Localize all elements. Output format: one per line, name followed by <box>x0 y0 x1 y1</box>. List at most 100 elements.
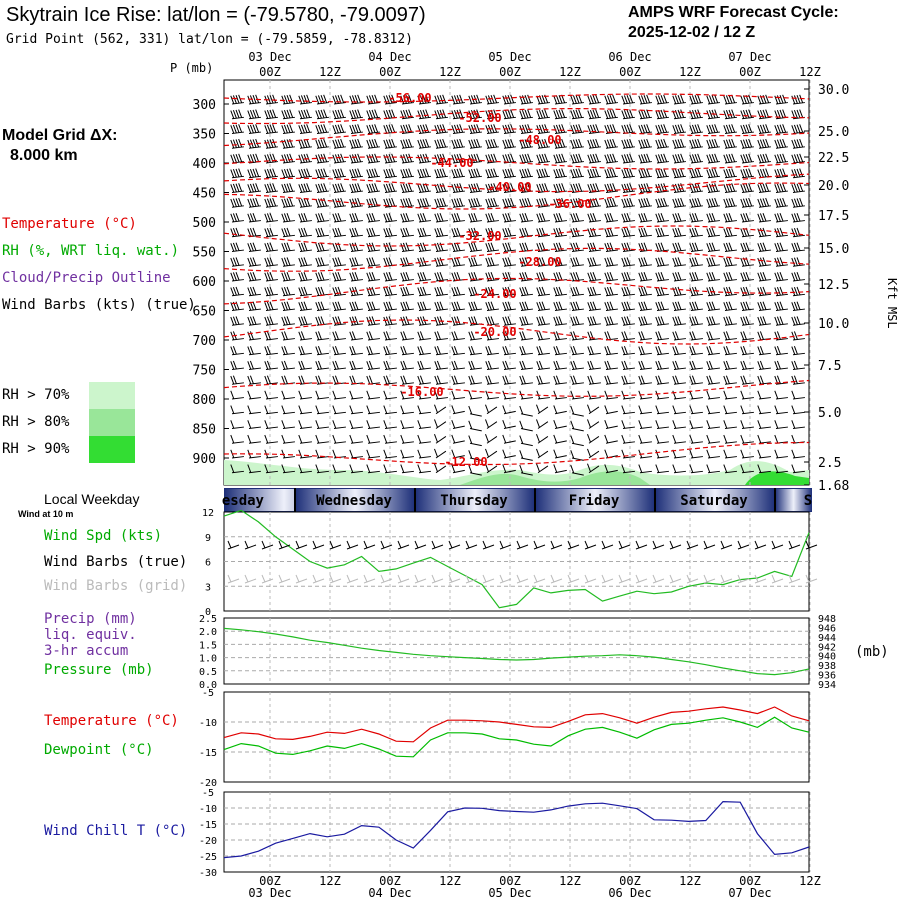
wind-barb <box>553 168 567 179</box>
wind-barb <box>723 271 737 282</box>
wind-barb <box>264 360 278 370</box>
wind-barb <box>604 94 618 105</box>
wind-barb <box>519 271 533 282</box>
wind-barb <box>621 109 635 120</box>
wind-barb <box>502 197 516 208</box>
legend-rh80-label: RH > 80% <box>2 414 70 430</box>
wind-barb <box>298 316 312 326</box>
wind-barb <box>298 138 312 149</box>
wind-barb <box>366 242 380 252</box>
wind-barb <box>604 183 618 193</box>
wind-barb <box>247 286 261 297</box>
wind-barb <box>281 227 295 238</box>
wind-barb <box>468 464 482 476</box>
wind-barb <box>519 420 533 432</box>
surface-wind-barb <box>448 540 461 550</box>
wind-barb <box>247 420 261 429</box>
wind-barb <box>485 463 498 474</box>
wind-barb <box>723 301 737 311</box>
wind-barb <box>553 346 567 356</box>
wind-barb <box>706 197 720 208</box>
wind-barb <box>281 434 295 444</box>
wind-barb <box>706 227 720 238</box>
wind-barb <box>774 346 788 356</box>
wind-barb <box>383 109 397 120</box>
wind-barb <box>570 360 584 370</box>
wind-barb <box>774 301 788 311</box>
wind-barb <box>400 434 414 444</box>
wind-barb <box>570 153 584 164</box>
wind-barb <box>638 301 652 311</box>
wind-barb <box>400 360 414 370</box>
wind-barb <box>791 420 805 429</box>
wind-barb <box>366 94 380 105</box>
wind-barb <box>740 212 754 223</box>
wind-barb <box>757 242 771 252</box>
wind-barb <box>332 301 346 311</box>
wind-barb <box>400 227 414 238</box>
local-weekday-label: Local Weekday <box>44 491 140 507</box>
grid-point-subtitle: Grid Point (562, 331) lat/lon = (-79.585… <box>6 32 413 47</box>
kft-tick-label: 25.0 <box>818 125 849 140</box>
wind-barb <box>570 301 584 311</box>
wind-barb <box>383 94 397 105</box>
wind-barb <box>774 227 788 238</box>
wind-barb <box>298 227 312 238</box>
wind-barb <box>400 153 414 164</box>
wind-barb <box>468 242 482 252</box>
temperature-contour <box>223 379 810 397</box>
wind-barb <box>298 331 312 341</box>
wind-barb <box>417 286 431 297</box>
wind-barb <box>485 227 499 238</box>
wind-barb <box>400 449 414 459</box>
wind-chill-panel: -5 -10 -15 -20 -25 -30 <box>199 788 811 879</box>
grid-wind-barb <box>346 574 359 584</box>
wind-barb <box>791 316 805 326</box>
wind-barb <box>349 94 363 105</box>
wind-barb <box>706 390 720 400</box>
wind-barb <box>502 227 516 238</box>
grid-wind-barb <box>465 574 478 584</box>
wind-barb <box>366 257 380 267</box>
wind-barb <box>655 420 669 429</box>
temperature-contour-label: -16.00 <box>400 385 443 399</box>
temperature-contour <box>223 277 810 305</box>
wind-barb <box>655 449 669 459</box>
kft-tick-label: 1.68 <box>818 479 849 494</box>
temperature-contour <box>223 108 810 125</box>
pressure-unit-label: (mb) <box>855 644 889 660</box>
wind-barb <box>621 227 635 238</box>
wind-barb <box>638 316 652 326</box>
wind-barb <box>315 257 329 267</box>
wind-barb <box>604 346 618 356</box>
wind-barb <box>672 331 686 341</box>
legend-precip-block: Precip (mm) liq. equiv. 3-hr accum <box>44 611 137 659</box>
wind-barb <box>757 449 771 459</box>
wind-barb <box>553 316 567 326</box>
kft-tick-label: 15.0 <box>818 242 849 257</box>
wind-barb <box>621 301 635 311</box>
wind-barb <box>774 153 788 164</box>
wind-barb <box>230 109 244 120</box>
wind-barb <box>740 390 754 400</box>
wind-barb <box>706 109 720 120</box>
wind-barb <box>417 464 431 474</box>
wind-barb <box>247 109 261 120</box>
wind-barb <box>434 331 448 341</box>
bottom-time-label: 00Z <box>259 874 281 888</box>
wind-barb <box>485 183 499 193</box>
temperature-contour-label: -32.00 <box>458 229 501 243</box>
bottom-date-label: 04 Dec <box>368 886 411 900</box>
wind-barb <box>638 168 652 179</box>
wind-barb <box>366 360 380 370</box>
wind-barb <box>621 420 635 429</box>
wind-barb <box>451 183 465 193</box>
wind-barb <box>332 390 346 400</box>
wind-barb <box>417 94 431 105</box>
grid-wind-barb <box>720 574 733 584</box>
wind-barb <box>706 316 720 326</box>
legend-3hr-accum: 3-hr accum <box>44 643 129 659</box>
wind-barb <box>417 316 431 326</box>
wind-barb <box>587 286 601 297</box>
wind-barb <box>553 109 567 120</box>
